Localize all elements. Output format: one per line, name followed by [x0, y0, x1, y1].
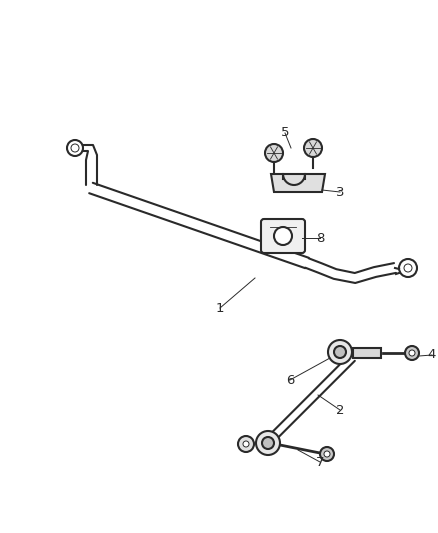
- Text: 6: 6: [286, 374, 294, 386]
- Circle shape: [328, 340, 352, 364]
- Text: 2: 2: [336, 403, 344, 416]
- Circle shape: [405, 346, 419, 360]
- Circle shape: [274, 227, 292, 245]
- Text: 3: 3: [336, 185, 344, 198]
- Text: 7: 7: [316, 456, 324, 469]
- Text: 1: 1: [216, 302, 224, 314]
- Circle shape: [238, 436, 254, 452]
- Text: 8: 8: [316, 231, 324, 245]
- Text: 4: 4: [428, 349, 436, 361]
- Circle shape: [262, 437, 274, 449]
- Circle shape: [256, 431, 280, 455]
- Circle shape: [320, 447, 334, 461]
- FancyBboxPatch shape: [353, 348, 381, 358]
- Circle shape: [265, 144, 283, 162]
- Circle shape: [304, 139, 322, 157]
- Circle shape: [409, 350, 415, 356]
- Text: 5: 5: [281, 126, 289, 140]
- FancyBboxPatch shape: [261, 219, 305, 253]
- Circle shape: [334, 346, 346, 358]
- Circle shape: [243, 441, 249, 447]
- Polygon shape: [271, 174, 325, 192]
- Circle shape: [324, 451, 330, 457]
